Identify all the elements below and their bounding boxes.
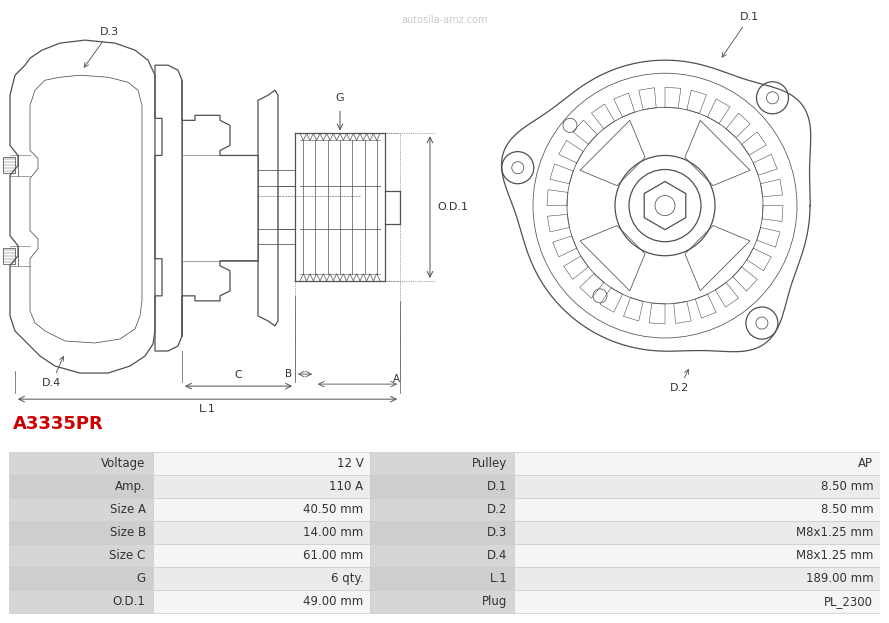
- FancyBboxPatch shape: [153, 452, 371, 475]
- Text: A3335PR: A3335PR: [13, 416, 104, 433]
- Text: C: C: [235, 370, 243, 380]
- FancyBboxPatch shape: [514, 521, 880, 544]
- Text: 189.00 mm: 189.00 mm: [805, 572, 873, 585]
- Bar: [3, 158, 15, 173]
- FancyBboxPatch shape: [153, 475, 371, 498]
- Text: 12 V: 12 V: [337, 457, 364, 470]
- Text: AP: AP: [858, 457, 873, 470]
- Text: D.4: D.4: [487, 549, 508, 562]
- Text: 14.00 mm: 14.00 mm: [303, 526, 364, 539]
- Text: PL_2300: PL_2300: [824, 595, 873, 607]
- Text: Plug: Plug: [482, 595, 508, 607]
- FancyBboxPatch shape: [514, 567, 880, 590]
- FancyBboxPatch shape: [371, 544, 514, 567]
- Text: Amp.: Amp.: [115, 480, 146, 493]
- Text: D.2: D.2: [670, 369, 689, 393]
- Text: 8.50 mm: 8.50 mm: [821, 480, 873, 493]
- Text: M8x1.25 mm: M8x1.25 mm: [796, 549, 873, 562]
- Text: Size C: Size C: [109, 549, 146, 562]
- FancyBboxPatch shape: [371, 452, 514, 475]
- FancyBboxPatch shape: [371, 498, 514, 521]
- FancyBboxPatch shape: [371, 521, 514, 544]
- Bar: [3, 248, 15, 264]
- FancyBboxPatch shape: [371, 567, 514, 590]
- Text: Size B: Size B: [109, 526, 146, 539]
- FancyBboxPatch shape: [9, 475, 153, 498]
- Text: O.D.1: O.D.1: [437, 202, 468, 212]
- FancyBboxPatch shape: [9, 567, 153, 590]
- FancyBboxPatch shape: [153, 544, 371, 567]
- FancyBboxPatch shape: [9, 498, 153, 521]
- Text: D.4: D.4: [42, 356, 64, 388]
- FancyBboxPatch shape: [153, 498, 371, 521]
- Text: Pulley: Pulley: [472, 457, 508, 470]
- Text: 40.50 mm: 40.50 mm: [303, 503, 364, 516]
- Text: L.1: L.1: [490, 572, 508, 585]
- Text: 6 qty.: 6 qty.: [331, 572, 364, 585]
- Text: D.1: D.1: [487, 480, 508, 493]
- Text: B: B: [284, 369, 292, 379]
- Text: 110 A: 110 A: [329, 480, 364, 493]
- Text: M8x1.25 mm: M8x1.25 mm: [796, 526, 873, 539]
- Text: D.1: D.1: [722, 12, 759, 57]
- FancyBboxPatch shape: [514, 590, 880, 612]
- FancyBboxPatch shape: [9, 521, 153, 544]
- FancyBboxPatch shape: [514, 498, 880, 521]
- Text: 61.00 mm: 61.00 mm: [303, 549, 364, 562]
- Text: autosila-amz.com: autosila-amz.com: [402, 15, 488, 25]
- Text: Voltage: Voltage: [101, 457, 146, 470]
- Text: O.D.1: O.D.1: [113, 595, 146, 607]
- FancyBboxPatch shape: [371, 590, 514, 612]
- Text: Size A: Size A: [109, 503, 146, 516]
- FancyBboxPatch shape: [9, 544, 153, 567]
- FancyBboxPatch shape: [514, 452, 880, 475]
- Text: G: G: [137, 572, 146, 585]
- Text: 49.00 mm: 49.00 mm: [303, 595, 364, 607]
- Text: G: G: [336, 93, 344, 103]
- Text: D.3: D.3: [487, 526, 508, 539]
- FancyBboxPatch shape: [9, 590, 153, 612]
- FancyBboxPatch shape: [153, 521, 371, 544]
- FancyBboxPatch shape: [9, 452, 153, 475]
- Text: 8.50 mm: 8.50 mm: [821, 503, 873, 516]
- Text: D.2: D.2: [487, 503, 508, 516]
- FancyBboxPatch shape: [514, 544, 880, 567]
- Text: D.3: D.3: [84, 27, 119, 67]
- Text: A: A: [393, 374, 400, 384]
- FancyBboxPatch shape: [153, 590, 371, 612]
- FancyBboxPatch shape: [514, 475, 880, 498]
- Text: L.1: L.1: [199, 404, 216, 414]
- FancyBboxPatch shape: [153, 567, 371, 590]
- FancyBboxPatch shape: [371, 475, 514, 498]
